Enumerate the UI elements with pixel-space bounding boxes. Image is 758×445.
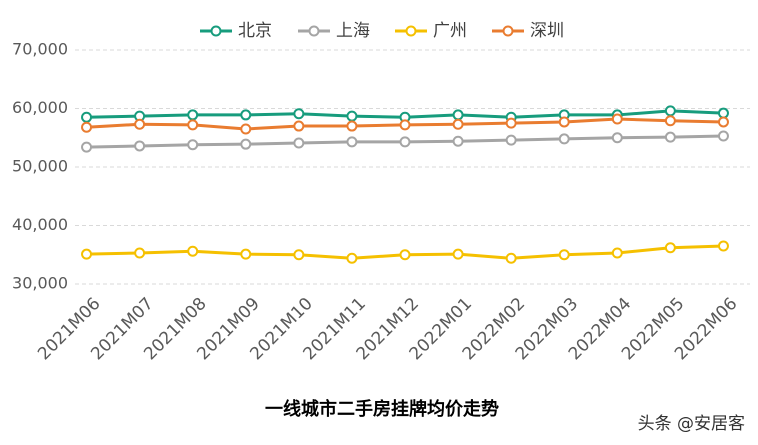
data-point	[399, 249, 411, 261]
data-point	[293, 249, 305, 261]
y-tick-label: 70,000	[12, 40, 68, 59]
legend-marker	[210, 25, 222, 37]
data-point	[293, 108, 305, 120]
data-point	[240, 109, 252, 121]
data-point	[717, 130, 729, 142]
data-point	[81, 141, 93, 153]
data-point	[134, 140, 146, 152]
data-point	[452, 109, 464, 121]
data-point	[293, 137, 305, 149]
data-point	[81, 121, 93, 133]
data-point	[664, 242, 676, 254]
data-point	[187, 139, 199, 151]
data-point	[664, 115, 676, 127]
data-point	[346, 120, 358, 132]
data-point	[611, 132, 623, 144]
legend-label: 广州	[433, 21, 467, 41]
data-point	[399, 119, 411, 131]
watermark: 头条 @安居客	[638, 414, 745, 434]
data-point	[558, 133, 570, 145]
data-point	[187, 109, 199, 121]
data-point	[452, 135, 464, 147]
data-point	[664, 105, 676, 117]
data-point	[452, 248, 464, 260]
legend-label: 上海	[336, 21, 370, 41]
legend-label: 深圳	[530, 21, 564, 41]
data-point	[505, 252, 517, 264]
y-tick-label: 50,000	[12, 157, 68, 176]
data-point	[717, 116, 729, 128]
legend-marker	[308, 25, 320, 37]
data-point	[399, 136, 411, 148]
data-point	[240, 123, 252, 135]
data-point	[717, 240, 729, 252]
data-point	[717, 107, 729, 119]
legend-marker	[502, 25, 514, 37]
data-point	[505, 134, 517, 146]
legend-marker	[405, 25, 417, 37]
chart-title: 一线城市二手房挂牌均价走势	[265, 398, 499, 420]
data-point	[611, 247, 623, 259]
y-tick-label: 40,000	[12, 215, 68, 234]
data-point	[346, 110, 358, 122]
y-tick-label: 30,000	[12, 274, 68, 293]
legend-label: 北京	[238, 21, 272, 41]
data-point	[187, 245, 199, 257]
data-point	[240, 248, 252, 260]
data-point	[505, 117, 517, 129]
data-point	[558, 249, 570, 261]
data-point	[346, 136, 358, 148]
data-point	[81, 111, 93, 123]
data-point	[240, 138, 252, 150]
data-point	[134, 118, 146, 130]
data-point	[346, 252, 358, 264]
y-tick-label: 60,000	[12, 98, 68, 117]
data-point	[187, 119, 199, 131]
data-point	[611, 113, 623, 125]
data-point	[558, 116, 570, 128]
data-point	[452, 118, 464, 130]
data-point	[81, 248, 93, 260]
data-point	[664, 131, 676, 143]
data-point	[293, 120, 305, 132]
data-point	[134, 247, 146, 259]
